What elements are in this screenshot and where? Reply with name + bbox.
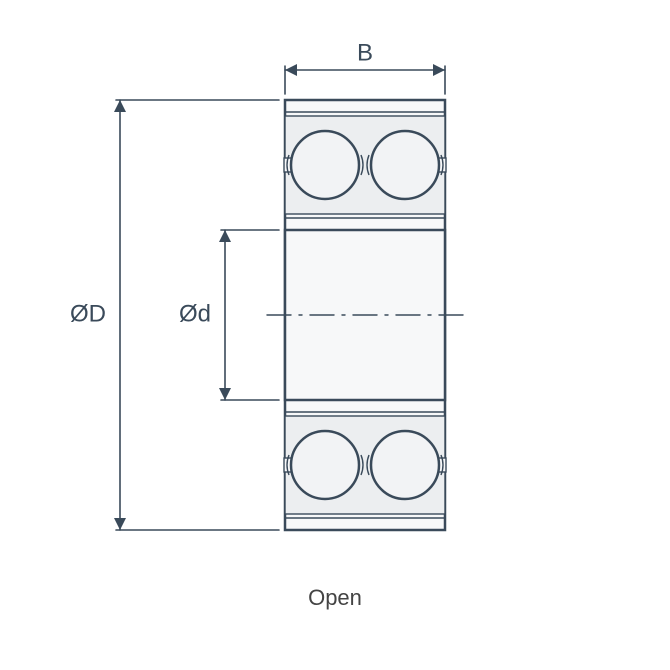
ball — [371, 431, 439, 499]
bearing-diagram-svg: B ØD Ød — [0, 0, 670, 670]
dimension-width-B: B — [285, 39, 445, 94]
ball — [291, 131, 359, 199]
dimension-inner-d: Ød — [179, 230, 279, 400]
ball — [371, 131, 439, 199]
label-D: ØD — [70, 300, 106, 327]
diagram-caption: Open — [0, 585, 670, 611]
label-B: B — [357, 39, 373, 66]
dimension-outer-D: ØD — [70, 100, 279, 530]
label-d: Ød — [179, 300, 211, 327]
diagram-stage: B ØD Ød Open — [0, 0, 670, 670]
bearing-body — [267, 100, 463, 530]
ball — [291, 431, 359, 499]
